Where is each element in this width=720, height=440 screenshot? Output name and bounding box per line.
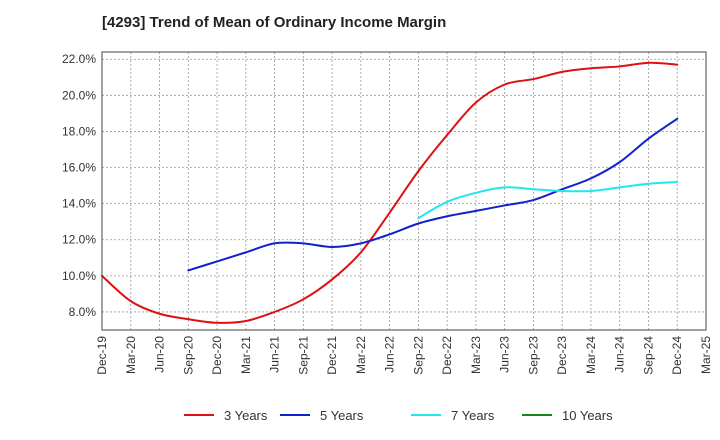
legend: 3 Years 5 Years 7 Years 10 Years bbox=[184, 408, 613, 423]
legend-item: 3 Years bbox=[184, 408, 268, 423]
series-lines bbox=[101, 61, 679, 324]
x-tick-label: Sep-20 bbox=[181, 336, 195, 375]
y-tick-label: 8.0% bbox=[69, 305, 97, 319]
x-tick-label: Sep-21 bbox=[296, 336, 310, 375]
legend-item: 7 Years bbox=[411, 408, 495, 423]
y-tick-label: 14.0% bbox=[62, 197, 96, 211]
x-tick-label: Dec-19 bbox=[95, 336, 109, 375]
x-tick-label: Jun-21 bbox=[268, 336, 282, 373]
x-tick-label: Sep-23 bbox=[526, 336, 540, 375]
series-line bbox=[101, 61, 679, 324]
x-tick-label: Mar-25 bbox=[699, 336, 713, 374]
series-line bbox=[187, 117, 679, 272]
legend-item: 5 Years bbox=[280, 408, 364, 423]
x-tick-label: Jun-22 bbox=[383, 336, 397, 373]
x-tick-label: Mar-23 bbox=[469, 336, 483, 374]
x-axis-ticks: Dec-19 Mar-20 Jun-20 Sep-20 Dec-20 Mar-21 Jun-… bbox=[95, 336, 713, 375]
legend-label: 7 Years bbox=[451, 408, 495, 423]
x-tick-label: Mar-24 bbox=[584, 336, 598, 374]
x-tick-label: Dec-20 bbox=[210, 336, 224, 375]
y-tick-label: 10.0% bbox=[62, 269, 96, 283]
x-tick-label: Jun-23 bbox=[498, 336, 512, 373]
y-tick-label: 16.0% bbox=[62, 161, 96, 175]
legend-item: 10 Years bbox=[522, 408, 613, 423]
y-axis-ticks: 8.0% 10.0% 12.0% 14.0% 16.0% 18.0% 20.0% 22.0% bbox=[62, 52, 96, 319]
y-tick-label: 20.0% bbox=[62, 88, 96, 102]
plot-area-frame bbox=[101, 51, 707, 331]
x-tick-label: Sep-22 bbox=[411, 336, 425, 375]
x-tick-label: Dec-21 bbox=[325, 336, 339, 375]
legend-label: 5 Years bbox=[320, 408, 364, 423]
x-tick-label: Dec-24 bbox=[670, 336, 684, 375]
x-tick-label: Dec-22 bbox=[440, 336, 454, 375]
legend-label: 10 Years bbox=[562, 408, 613, 423]
legend-label: 3 Years bbox=[224, 408, 268, 423]
x-tick-label: Jun-24 bbox=[613, 336, 627, 373]
y-tick-label: 12.0% bbox=[62, 233, 96, 247]
x-tick-label: Mar-20 bbox=[124, 336, 138, 374]
y-tick-label: 22.0% bbox=[62, 52, 96, 66]
x-tick-label: Sep-24 bbox=[641, 336, 655, 375]
series-line bbox=[417, 180, 679, 220]
x-tick-label: Jun-20 bbox=[153, 336, 167, 373]
y-tick-label: 18.0% bbox=[62, 124, 96, 138]
x-tick-label: Dec-23 bbox=[555, 336, 569, 375]
x-tick-label: Mar-21 bbox=[239, 336, 253, 374]
x-tick-label: Mar-22 bbox=[354, 336, 368, 374]
grid-lines bbox=[101, 52, 707, 330]
chart-title: [4293] Trend of Mean of Ordinary Income … bbox=[102, 14, 447, 31]
